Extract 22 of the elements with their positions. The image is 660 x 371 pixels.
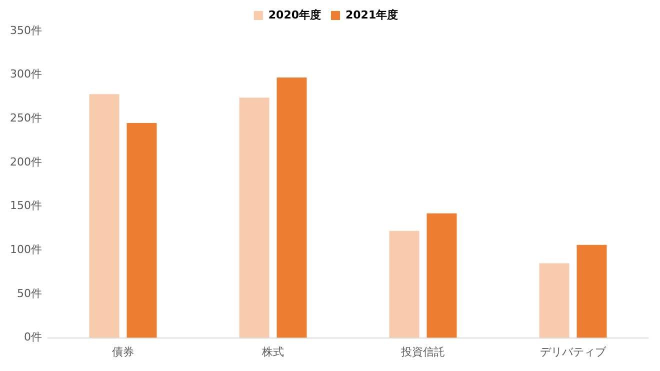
x-tick-label: デリバティブ [540, 345, 607, 358]
y-tick-label: 150件 [10, 199, 42, 212]
bar [89, 94, 120, 338]
x-tick-label: 債券 [112, 345, 134, 358]
bar [276, 77, 307, 338]
legend-label: 2021年度 [346, 8, 398, 22]
legend-label: 2020年度 [268, 8, 322, 22]
bar [426, 213, 457, 338]
bar [389, 230, 420, 338]
bar [576, 244, 607, 338]
x-tick-label: 株式 [260, 345, 284, 358]
y-tick-label: 300件 [10, 68, 42, 81]
x-tick-label: 投資信託 [400, 345, 445, 358]
y-tick-label: 100件 [10, 243, 42, 256]
bar [539, 263, 570, 338]
bar [239, 98, 270, 338]
y-tick-label: 350件 [10, 24, 42, 37]
y-tick-label: 250件 [10, 112, 42, 125]
y-tick-label: 0件 [24, 330, 42, 344]
y-tick-label: 200件 [10, 155, 42, 168]
bar [126, 123, 157, 338]
y-tick-label: 50件 [16, 286, 42, 300]
